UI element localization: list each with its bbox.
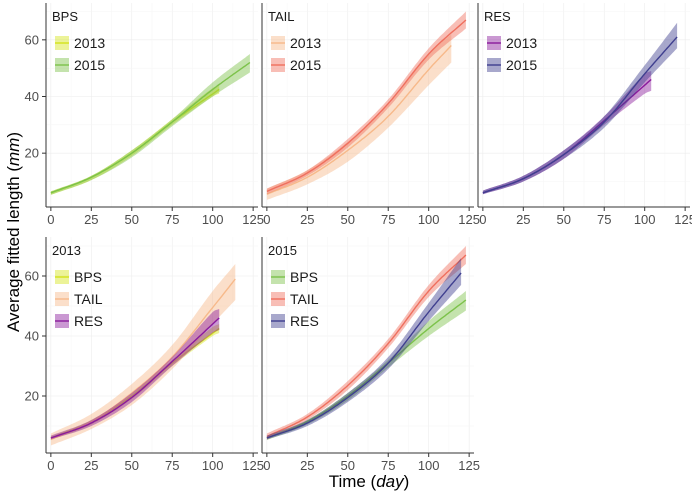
legend-label-res: RES bbox=[290, 313, 319, 329]
x-tick-label: 50 bbox=[341, 458, 355, 473]
legend-label-2013: 2013 bbox=[74, 35, 105, 51]
y-axis-title-unit: mm bbox=[4, 138, 23, 166]
x-tick-label: 25 bbox=[300, 212, 314, 227]
line-bps bbox=[266, 299, 467, 439]
legend-label-2013: 2013 bbox=[290, 35, 321, 51]
line-tail bbox=[50, 278, 236, 441]
x-tick-label: 0 bbox=[47, 458, 54, 473]
x-tick-label: 100 bbox=[418, 212, 440, 227]
x-tick-label: 75 bbox=[165, 212, 179, 227]
x-tick-label: 0 bbox=[47, 212, 54, 227]
x-tick-label: 125 bbox=[674, 212, 692, 227]
panel-tail: 0 25 50 75 100 125 TAIL 2013 2015 bbox=[261, 3, 480, 227]
x-tick-label: 75 bbox=[381, 212, 395, 227]
x-tick-label: 0 bbox=[263, 458, 270, 473]
x-axis-title-close: ) bbox=[404, 472, 410, 491]
legend-label-2013: 2013 bbox=[506, 35, 537, 51]
x-tick-label: 100 bbox=[202, 212, 224, 227]
panel-bps: 0 25 50 75 100 125 20 40 60 BPS 2013 2015 bbox=[25, 3, 264, 227]
x-axis-title-unit: day bbox=[376, 472, 405, 491]
x-tick-label: 25 bbox=[84, 212, 98, 227]
panel-title: 2013 bbox=[52, 243, 81, 258]
legend-label-bps: BPS bbox=[290, 269, 318, 285]
y-tick-label: 40 bbox=[25, 89, 39, 104]
line-2015 bbox=[266, 19, 467, 193]
x-tick-label: 75 bbox=[381, 458, 395, 473]
line-2015 bbox=[50, 61, 251, 194]
x-tick-label: 50 bbox=[125, 212, 139, 227]
x-tick-label: 25 bbox=[84, 458, 98, 473]
panel-2013: 0 25 50 75 100 125 20 40 60 2013 BPS TAIL RES bbox=[25, 237, 264, 473]
line-2015 bbox=[482, 36, 678, 194]
x-tick-label: 125 bbox=[458, 212, 480, 227]
x-tick-label: 50 bbox=[341, 212, 355, 227]
legend-label-bps: BPS bbox=[74, 269, 102, 285]
band-tail bbox=[50, 264, 236, 446]
panel-title: 2015 bbox=[268, 243, 297, 258]
panel-2015: 0 25 50 75 100 125 2015 BPS TAIL RES bbox=[261, 237, 480, 473]
x-tick-label: 25 bbox=[516, 212, 530, 227]
x-tick-label: 125 bbox=[458, 458, 480, 473]
x-tick-label: 75 bbox=[597, 212, 611, 227]
band-2013 bbox=[50, 85, 220, 195]
band-bps bbox=[50, 324, 220, 441]
y-axis-title-close: ) bbox=[4, 132, 23, 138]
x-tick-label: 125 bbox=[242, 212, 264, 227]
legend-label-2015: 2015 bbox=[290, 57, 321, 73]
line-res bbox=[266, 272, 462, 439]
line-2013 bbox=[266, 45, 452, 195]
panel-title: TAIL bbox=[268, 9, 295, 24]
y-tick-label: 20 bbox=[25, 389, 39, 404]
y-tick-label: 40 bbox=[25, 329, 39, 344]
x-tick-label: 100 bbox=[202, 458, 224, 473]
x-axis-title: Time (day) bbox=[329, 472, 410, 491]
line-tail bbox=[266, 254, 467, 438]
y-tick-label: 20 bbox=[25, 146, 39, 161]
x-axis-title-main: Time ( bbox=[329, 472, 377, 491]
panel-title: RES bbox=[484, 9, 511, 24]
panel-res: 0 25 50 75 100 125 RES 2013 2015 bbox=[477, 3, 692, 227]
legend-label-2015: 2015 bbox=[74, 57, 105, 73]
x-tick-label: 50 bbox=[125, 458, 139, 473]
x-tick-label: 75 bbox=[165, 458, 179, 473]
panels-group: 0 25 50 75 100 125 20 40 60 BPS 2013 2015 0 25 50 75 100… bbox=[25, 3, 692, 473]
x-tick-label: 100 bbox=[634, 212, 656, 227]
legend-label-2015: 2015 bbox=[506, 57, 537, 73]
legend-label-res: RES bbox=[74, 313, 103, 329]
x-tick-label: 0 bbox=[479, 212, 486, 227]
y-axis-title-main: Average fitted length ( bbox=[4, 166, 23, 332]
x-tick-label: 25 bbox=[300, 458, 314, 473]
x-tick-label: 125 bbox=[242, 458, 264, 473]
x-tick-label: 100 bbox=[418, 458, 440, 473]
x-tick-label: 0 bbox=[263, 212, 270, 227]
y-axis-title: Average fitted length (mm) bbox=[4, 132, 23, 332]
y-tick-label: 60 bbox=[25, 32, 39, 47]
legend-label-tail: TAIL bbox=[74, 291, 103, 307]
x-tick-label: 50 bbox=[557, 212, 571, 227]
legend-label-tail: TAIL bbox=[290, 291, 319, 307]
panel-title: BPS bbox=[52, 9, 78, 24]
y-tick-label: 60 bbox=[25, 269, 39, 284]
line-res bbox=[50, 317, 220, 439]
